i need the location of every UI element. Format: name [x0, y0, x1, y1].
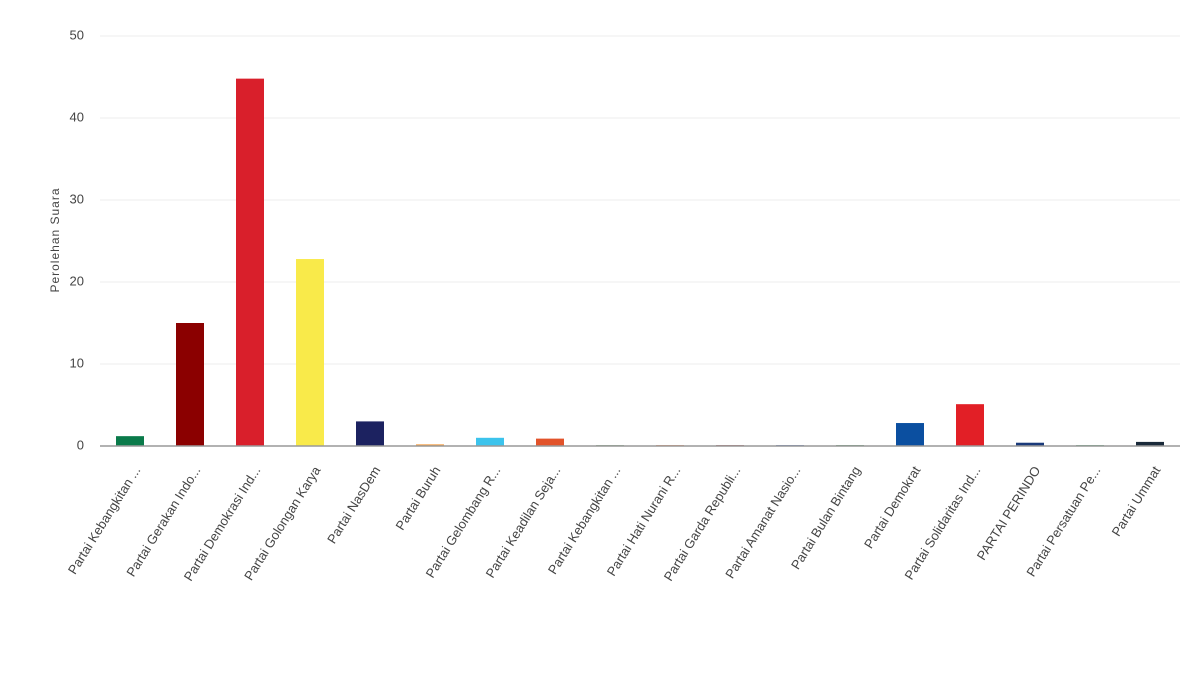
y-tick-label: 40	[70, 109, 84, 124]
x-tick-label: Partai Ummat	[1109, 463, 1164, 539]
bar	[1016, 442, 1044, 446]
bar	[476, 437, 504, 446]
y-tick-label: 50	[70, 27, 84, 42]
y-tick-label: 10	[70, 355, 84, 370]
y-tick-label: 20	[70, 273, 84, 288]
x-tick-label: Partai Demokrat	[861, 463, 924, 551]
bar	[956, 404, 984, 446]
y-tick-label: 0	[77, 437, 84, 452]
y-axis-label: Perolehan Suara	[48, 187, 62, 292]
bar	[896, 423, 924, 446]
bar	[536, 438, 564, 446]
x-tick-label: Partai NasDem	[324, 463, 383, 546]
bar	[176, 323, 204, 446]
y-tick-label: 30	[70, 191, 84, 206]
bar	[116, 436, 144, 446]
bar	[236, 78, 264, 446]
x-tick-label: PARTAI PERINDO	[974, 463, 1044, 562]
bar	[296, 259, 324, 446]
bar	[1136, 441, 1164, 446]
bar	[416, 444, 444, 446]
x-tick-label: Partai Bulan Bintang	[788, 463, 864, 571]
bar	[356, 421, 384, 446]
x-tick-label: Partai Buruh	[392, 463, 443, 532]
